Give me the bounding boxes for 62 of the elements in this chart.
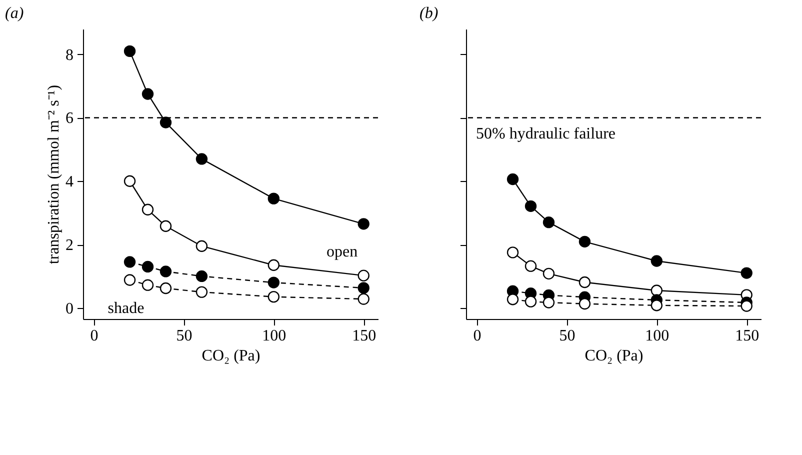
point: [160, 220, 172, 232]
point: [740, 267, 752, 279]
x-tick-label: 150: [735, 328, 760, 344]
point: [358, 282, 370, 294]
point: [268, 259, 280, 271]
point: [740, 300, 752, 312]
point: [542, 268, 555, 280]
chart-title: (b): [420, 5, 438, 22]
chart-title: (a): [5, 5, 24, 22]
point: [524, 296, 537, 308]
x-tick-label: 50: [176, 328, 192, 344]
x-tick-label: 100: [645, 328, 670, 344]
point: [196, 270, 208, 282]
x-tick-label: 150: [352, 328, 376, 344]
annotation: open: [326, 244, 358, 261]
point: [124, 256, 136, 268]
point: [268, 290, 280, 303]
point: [542, 216, 555, 228]
point: [578, 276, 591, 288]
y-tick-label: 2: [66, 237, 74, 254]
point: [268, 192, 280, 204]
point: [142, 88, 154, 100]
x-tick-label: 0: [473, 328, 482, 344]
point: [160, 116, 172, 128]
point: [124, 45, 136, 58]
point: [124, 274, 136, 286]
point: [650, 255, 663, 267]
point: [196, 153, 208, 165]
point: [142, 279, 154, 291]
point: [358, 218, 370, 230]
point: [506, 246, 519, 258]
y-tick-label: 6: [66, 110, 74, 128]
point: [268, 276, 280, 288]
point: [506, 173, 519, 186]
point: [524, 200, 537, 212]
point: [650, 300, 663, 312]
x-axis-title: CO₂ (Pa): [584, 348, 644, 364]
x-tick-label: 100: [262, 328, 286, 344]
y-tick-label: 0: [66, 300, 74, 318]
point: [124, 175, 136, 187]
y-tick-label: 8: [66, 46, 74, 64]
y-axis-title: transpiration (mmol m⁻² s⁻¹): [46, 84, 62, 264]
point: [358, 293, 370, 305]
annotation: shade: [108, 300, 144, 318]
x-tick-label: 50: [559, 328, 576, 344]
point: [142, 204, 154, 216]
point: [196, 286, 208, 298]
point: [160, 266, 172, 278]
point: [160, 282, 172, 294]
point: [358, 270, 370, 282]
point: [578, 298, 591, 310]
y-tick-label: 4: [66, 174, 74, 191]
point: [142, 260, 154, 273]
point: [524, 260, 537, 272]
x-tick-label: 0: [90, 328, 98, 344]
point: [196, 240, 208, 252]
point: [506, 294, 519, 306]
point: [542, 296, 555, 308]
point: [578, 236, 591, 248]
ref-line-label: 50% hydraulic failure: [476, 126, 616, 143]
x-axis-title: CO₂ (Pa): [202, 348, 260, 364]
point: [650, 284, 663, 296]
